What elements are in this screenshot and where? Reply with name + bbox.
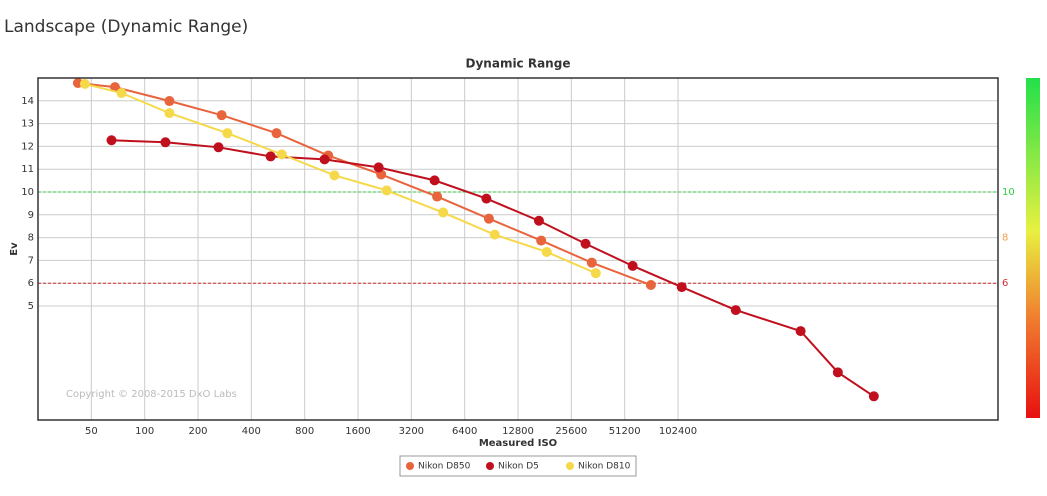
data-point [109, 82, 120, 93]
x-tick-label: 100 [135, 426, 154, 437]
y-tick-label: 12 [21, 141, 34, 152]
color-scale [1026, 78, 1040, 418]
data-point [590, 268, 601, 279]
data-point [160, 137, 171, 148]
plot-frame [37, 77, 999, 421]
data-point [536, 235, 547, 246]
data-point [832, 367, 843, 378]
data-point [481, 193, 492, 204]
data-point [276, 149, 287, 160]
data-point [429, 175, 440, 186]
data-point [533, 215, 544, 226]
x-tick-label: 25600 [555, 426, 587, 437]
y-tick-label: 9 [28, 210, 34, 221]
data-point [483, 213, 494, 224]
data-point [329, 170, 340, 181]
data-point [271, 128, 282, 139]
legend-label: Nikon D810 [578, 462, 631, 472]
data-point [319, 154, 330, 165]
data-point [164, 108, 175, 119]
x-tick-label: 6400 [452, 426, 477, 437]
data-point [586, 257, 597, 268]
data-point [645, 280, 656, 291]
page-title: Landscape (Dynamic Range) [4, 17, 248, 37]
chart-title: Dynamic Range [466, 57, 571, 71]
y-tick-label: 14 [21, 96, 34, 107]
x-tick-label: 200 [188, 426, 207, 437]
y-tick-label: 5 [28, 301, 34, 312]
x-tick-label: 1600 [345, 426, 370, 437]
y-tick-label: 7 [28, 255, 34, 266]
reference-label: 10 [1002, 187, 1015, 198]
legend-box [399, 455, 637, 477]
data-point [432, 191, 443, 202]
y-tick-label: 11 [21, 164, 34, 175]
y-tick-label: 10 [21, 187, 34, 198]
data-point [265, 151, 276, 162]
y-axis-label: Ev [9, 242, 20, 256]
data-point [868, 391, 879, 402]
data-point [438, 207, 449, 218]
data-point [627, 260, 638, 271]
data-point [116, 88, 127, 99]
y-tick-label: 8 [28, 233, 34, 244]
copyright: Copyright © 2008-2015 DxO Labs [66, 389, 237, 400]
reference-label: 6 [1002, 278, 1008, 289]
legend-marker [406, 462, 414, 470]
series-line [77, 82, 652, 286]
x-axis-label: Measured ISO [479, 438, 557, 449]
data-point [79, 78, 90, 89]
data-point [216, 110, 227, 121]
y-tick-label: 6 [28, 278, 34, 289]
data-point [381, 185, 392, 196]
data-point [373, 162, 384, 173]
x-tick-label: 3200 [399, 426, 424, 437]
legend-label: Nikon D5 [498, 462, 539, 472]
legend-label: Nikon D850 [418, 462, 471, 472]
data-point [580, 238, 591, 249]
x-tick-label: 12800 [502, 426, 534, 437]
x-tick-label: 400 [242, 426, 261, 437]
data-point [213, 142, 224, 153]
legend-marker [566, 462, 574, 470]
reference-label: 8 [1002, 233, 1008, 244]
y-tick-label: 13 [21, 119, 34, 130]
x-tick-label: 102400 [659, 426, 697, 437]
x-tick-label: 51200 [609, 426, 641, 437]
x-tick-label: 800 [295, 426, 314, 437]
data-point [106, 135, 117, 146]
data-point [222, 128, 233, 139]
data-point [164, 96, 175, 107]
data-point [676, 282, 687, 293]
data-point [795, 326, 806, 337]
data-point [541, 246, 552, 257]
data-point [489, 229, 500, 240]
data-point [730, 305, 741, 316]
legend-marker [486, 462, 494, 470]
series-line [111, 139, 875, 398]
x-tick-label: 50 [85, 426, 98, 437]
